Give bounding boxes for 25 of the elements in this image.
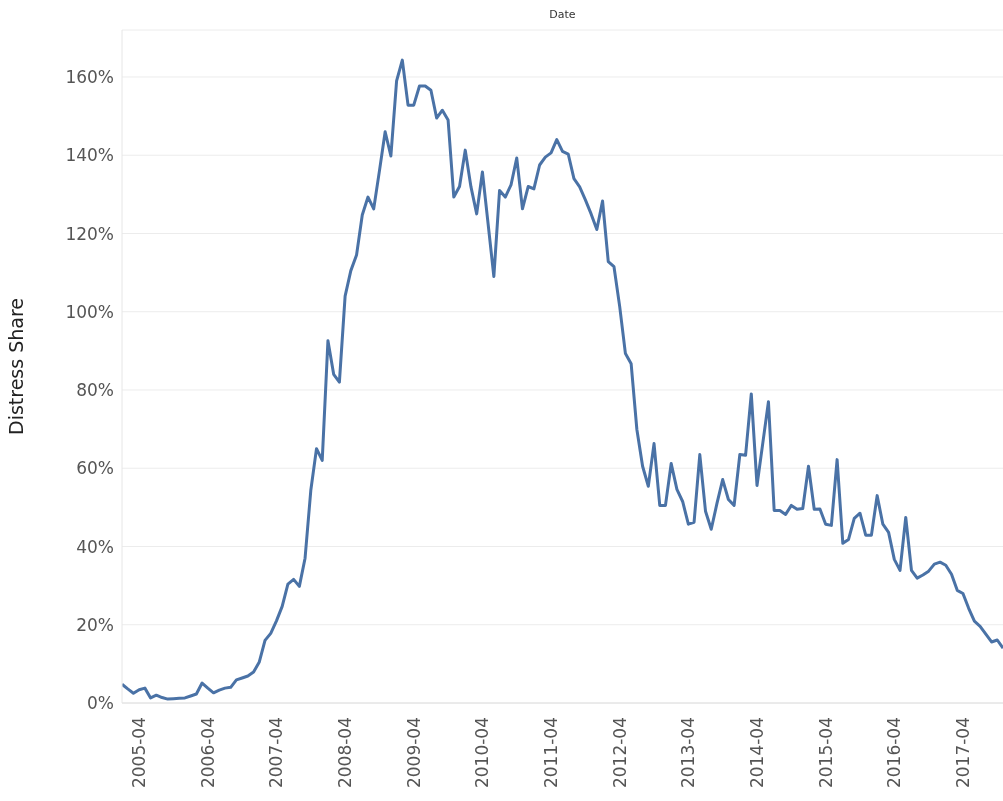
x-tick-label: 2016-04 (884, 717, 905, 789)
x-tick-label: 2017-04 (952, 717, 973, 789)
x-tick-label: 2006-04 (197, 717, 218, 789)
x-tick-label: 2011-04 (541, 717, 562, 789)
y-tick-label: 60% (76, 458, 114, 479)
x-tick-label: 2012-04 (609, 717, 630, 789)
x-tick-label: 2015-04 (815, 717, 836, 789)
y-tick-label: 40% (76, 536, 114, 557)
y-tick-label: 0% (87, 693, 114, 714)
x-tick-label: 2014-04 (747, 717, 768, 789)
x-tick-label: 2009-04 (403, 717, 424, 789)
y-axis-title: Distress Share (4, 297, 27, 436)
y-tick-label: 20% (76, 614, 114, 635)
y-tick-label: 160% (65, 66, 114, 87)
line-series (122, 58, 1003, 701)
x-tick-label: 2013-04 (678, 717, 699, 789)
x-tick-label: 2007-04 (266, 717, 287, 789)
x-tick-label: 2005-04 (129, 717, 150, 789)
x-tick-label: 2008-04 (335, 717, 356, 789)
y-tick-label: 80% (76, 380, 114, 401)
y-tick-label: 140% (65, 145, 114, 166)
y-tick-label: 100% (65, 301, 114, 322)
x-tick-label: 2010-04 (472, 717, 493, 789)
y-tick-label: 120% (65, 223, 114, 244)
x-axis-title: Date (548, 8, 577, 21)
